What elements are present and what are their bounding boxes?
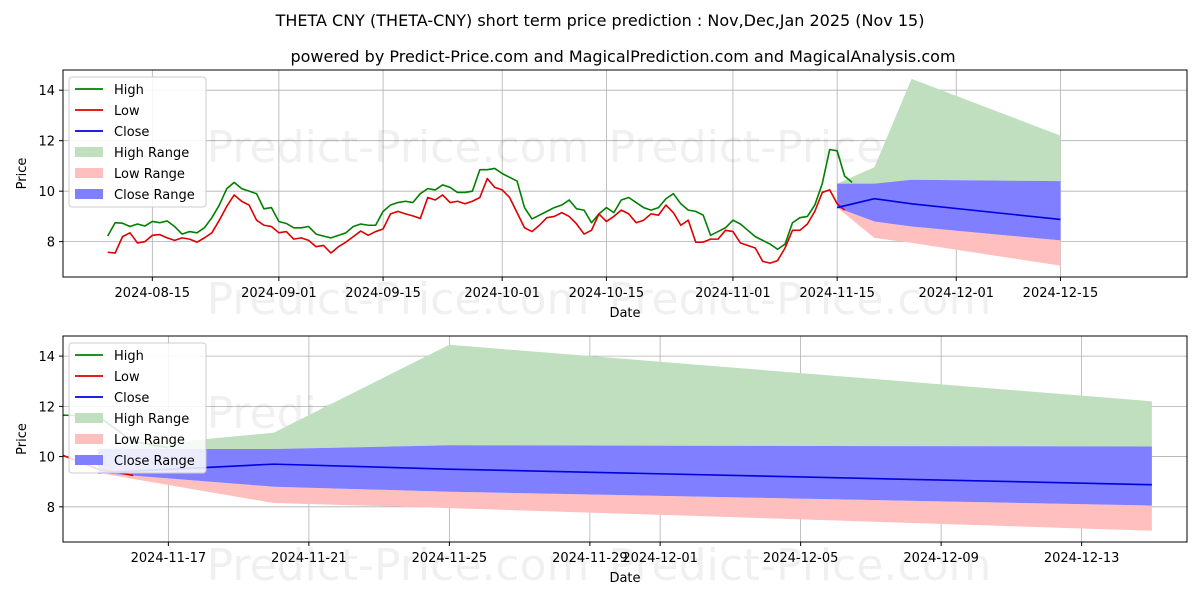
legend-label: Close Range	[114, 188, 195, 203]
close-range-band	[837, 179, 1061, 241]
legend-box	[68, 76, 207, 208]
legend-label: High	[114, 83, 144, 98]
y-axis-label: Price	[15, 158, 30, 190]
legend-label: Low Range	[114, 167, 185, 182]
legend: High Low Close High Range Low Range Close Ran…	[68, 76, 207, 208]
watermark-text: Predict-Price.com	[207, 274, 590, 325]
watermark-text: Predict-Price.com	[609, 274, 992, 325]
x-tick-label: 2024-11-01	[695, 286, 771, 301]
watermark-text: Predict-Price.com	[207, 122, 590, 173]
y-tick-label: 8	[47, 501, 55, 516]
legend: High Low Close High Range Low Range Close Ran…	[68, 342, 207, 474]
high-range-band	[837, 78, 1061, 184]
low-range-legend-swatch	[75, 168, 103, 178]
low-range-band	[98, 472, 1152, 531]
x-tick-label: 2024-11-21	[271, 551, 347, 566]
y-tick-label: 14	[38, 350, 55, 365]
high-line	[106, 148, 853, 251]
y-tick-label: 10	[38, 185, 55, 200]
legend-label: Low	[114, 104, 140, 119]
legend-label: Low Range	[114, 433, 185, 448]
watermark-text: Predict-Price.com	[609, 540, 992, 591]
high-range-band	[98, 344, 1152, 450]
close-range-band	[98, 445, 1152, 506]
x-tick-label: 2024-10-15	[569, 286, 645, 301]
x-tick-label: 2024-12-13	[1044, 551, 1120, 566]
x-tick-label: 2024-10-01	[464, 286, 540, 301]
chart-title: THETA CNY (THETA-CNY) short term price p…	[275, 11, 925, 30]
x-axis-label: Date	[609, 306, 640, 321]
y-axis-label: Price	[15, 423, 30, 455]
close-range-legend-swatch	[75, 189, 103, 199]
low-line	[107, 177, 846, 264]
low-range-band	[837, 207, 1061, 266]
plot-area	[63, 344, 1152, 531]
chart-subtitle: powered by Predict-Price.com and Magical…	[290, 47, 955, 66]
legend-label: Close Range	[114, 454, 195, 469]
y-tick-label: 12	[38, 135, 55, 150]
x-tick-label: 2024-12-05	[763, 551, 839, 566]
x-axis-label: Date	[609, 571, 640, 586]
x-tick-label: 2024-11-29	[552, 551, 628, 566]
high-range-legend-swatch	[75, 413, 103, 423]
close-range-legend-swatch	[75, 455, 103, 465]
low-range-legend-swatch	[75, 434, 103, 444]
x-tick-label: 2024-12-09	[903, 551, 979, 566]
y-tick-label: 12	[38, 400, 55, 415]
y-tick-label: 14	[38, 84, 55, 99]
watermark-text: Predict-Price.com	[207, 540, 590, 591]
legend-label: High	[114, 349, 144, 364]
legend-label: Low	[114, 370, 140, 385]
y-tick-label: 10	[38, 451, 55, 466]
x-tick-label: 2024-09-01	[241, 286, 317, 301]
y-tick-label: 8	[47, 236, 55, 251]
x-tick-label: 2024-11-25	[412, 551, 488, 566]
history-panel: Predict-Price.com Predict-Price.com Predic…	[15, 69, 1188, 325]
x-tick-label: 2024-11-17	[131, 551, 207, 566]
legend-label: High Range	[114, 146, 189, 161]
close-line	[836, 197, 1061, 221]
x-tick-label: 2024-09-15	[345, 286, 421, 301]
legend-label: High Range	[114, 412, 189, 427]
legend-label: Close	[114, 125, 149, 140]
legend-label: Close	[114, 391, 149, 406]
x-tick-label: 2024-12-01	[918, 286, 994, 301]
legend-box	[68, 342, 207, 474]
plot-area	[106, 78, 1061, 266]
x-tick-label: 2024-12-01	[622, 551, 698, 566]
axes-frame	[62, 335, 1188, 543]
high-range-legend-swatch	[75, 147, 103, 157]
x-tick-label: 2024-11-15	[799, 286, 875, 301]
x-tick-label: 2024-12-15	[1023, 286, 1099, 301]
axes-frame	[62, 69, 1188, 278]
x-tick-label: 2024-08-15	[115, 286, 191, 301]
zoom-panel: Predict-Price.comPredict-Price.comPredic…	[15, 335, 1188, 591]
